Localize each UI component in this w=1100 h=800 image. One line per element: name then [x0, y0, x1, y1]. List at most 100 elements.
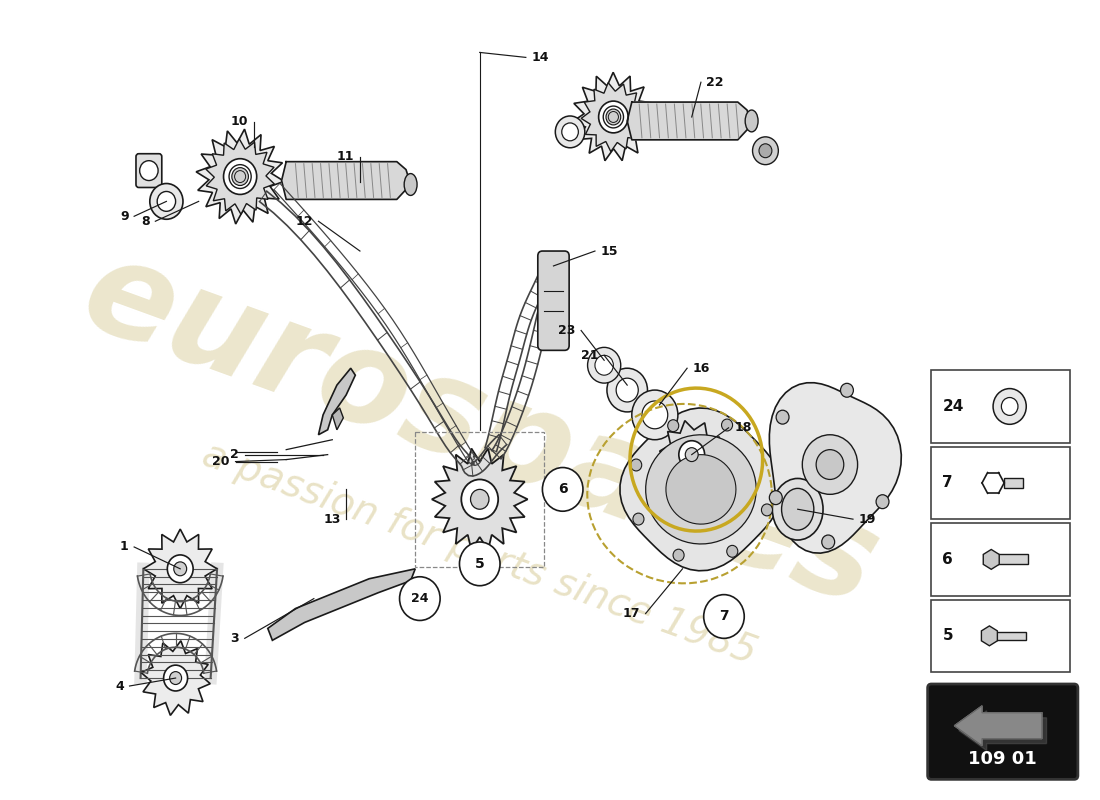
Circle shape	[150, 183, 183, 219]
Circle shape	[232, 168, 249, 186]
Text: 1: 1	[120, 541, 129, 554]
Ellipse shape	[772, 478, 823, 540]
Polygon shape	[581, 82, 645, 152]
Circle shape	[727, 546, 738, 558]
Circle shape	[685, 448, 698, 462]
Circle shape	[722, 419, 733, 431]
Polygon shape	[332, 408, 343, 430]
Polygon shape	[432, 449, 528, 550]
Circle shape	[704, 594, 745, 638]
Circle shape	[542, 467, 583, 511]
Text: 5: 5	[475, 557, 485, 571]
Circle shape	[157, 191, 176, 211]
Text: 23: 23	[558, 324, 575, 337]
Polygon shape	[141, 641, 210, 715]
Text: 22: 22	[706, 76, 724, 89]
Text: 14: 14	[531, 51, 549, 64]
Text: 24: 24	[411, 592, 429, 605]
Polygon shape	[1004, 478, 1023, 488]
Text: 13: 13	[323, 513, 341, 526]
Text: 15: 15	[601, 245, 618, 258]
Circle shape	[399, 577, 440, 621]
FancyBboxPatch shape	[932, 523, 1069, 596]
Text: 6: 6	[558, 482, 568, 496]
Circle shape	[223, 158, 256, 194]
Circle shape	[631, 390, 678, 440]
Text: 4: 4	[116, 679, 124, 693]
Polygon shape	[196, 129, 284, 224]
Polygon shape	[646, 434, 756, 544]
Circle shape	[471, 490, 490, 510]
Circle shape	[562, 123, 579, 141]
Circle shape	[164, 665, 188, 691]
Text: 20: 20	[212, 455, 230, 468]
Circle shape	[759, 144, 772, 158]
Text: 5: 5	[943, 628, 953, 643]
Circle shape	[668, 420, 679, 432]
Text: 9: 9	[120, 210, 129, 222]
Text: 7: 7	[943, 475, 953, 490]
Text: 8: 8	[141, 214, 150, 228]
Circle shape	[630, 459, 641, 471]
FancyBboxPatch shape	[932, 370, 1069, 442]
FancyBboxPatch shape	[136, 154, 162, 187]
Text: 109 01: 109 01	[968, 750, 1036, 769]
Circle shape	[598, 101, 628, 133]
Ellipse shape	[782, 488, 814, 530]
Polygon shape	[769, 382, 901, 553]
Circle shape	[632, 513, 644, 525]
Circle shape	[229, 165, 251, 189]
Circle shape	[673, 549, 684, 561]
FancyBboxPatch shape	[932, 600, 1069, 672]
Circle shape	[167, 555, 194, 582]
Polygon shape	[983, 632, 1026, 640]
Polygon shape	[627, 102, 751, 140]
Text: 3: 3	[231, 632, 239, 645]
Text: 7: 7	[719, 610, 729, 623]
Text: eurospares: eurospares	[66, 227, 893, 632]
Circle shape	[174, 562, 187, 576]
Circle shape	[642, 401, 668, 429]
Circle shape	[752, 137, 779, 165]
Text: a passion for parts since 1985: a passion for parts since 1985	[197, 436, 762, 672]
Text: 18: 18	[734, 422, 751, 434]
Circle shape	[140, 161, 158, 181]
Circle shape	[769, 490, 782, 505]
Circle shape	[234, 170, 245, 182]
Circle shape	[840, 383, 854, 398]
Polygon shape	[660, 421, 724, 489]
Circle shape	[556, 116, 585, 148]
Circle shape	[587, 347, 620, 383]
Circle shape	[822, 535, 835, 549]
Circle shape	[616, 378, 638, 402]
Polygon shape	[319, 368, 355, 434]
Polygon shape	[267, 569, 415, 640]
Circle shape	[802, 434, 858, 494]
Circle shape	[606, 109, 620, 125]
Text: 11: 11	[337, 150, 354, 163]
Text: 16: 16	[693, 362, 710, 374]
Polygon shape	[955, 706, 1042, 746]
Text: 24: 24	[943, 399, 964, 414]
Text: 10: 10	[231, 115, 249, 129]
Circle shape	[603, 106, 624, 128]
Text: 2: 2	[231, 448, 239, 461]
Polygon shape	[282, 162, 410, 199]
Circle shape	[816, 450, 844, 479]
Polygon shape	[206, 139, 274, 214]
Polygon shape	[620, 408, 782, 570]
Text: 12: 12	[296, 214, 312, 228]
Ellipse shape	[745, 110, 758, 132]
Circle shape	[876, 494, 889, 509]
Circle shape	[993, 389, 1026, 424]
Text: 6: 6	[943, 552, 953, 567]
Circle shape	[461, 479, 498, 519]
Circle shape	[169, 672, 182, 685]
Text: 17: 17	[623, 607, 640, 620]
Circle shape	[777, 410, 789, 424]
Circle shape	[607, 368, 648, 412]
Circle shape	[1001, 398, 1018, 415]
Circle shape	[608, 111, 618, 122]
Text: 19: 19	[858, 513, 876, 526]
FancyBboxPatch shape	[538, 251, 569, 350]
